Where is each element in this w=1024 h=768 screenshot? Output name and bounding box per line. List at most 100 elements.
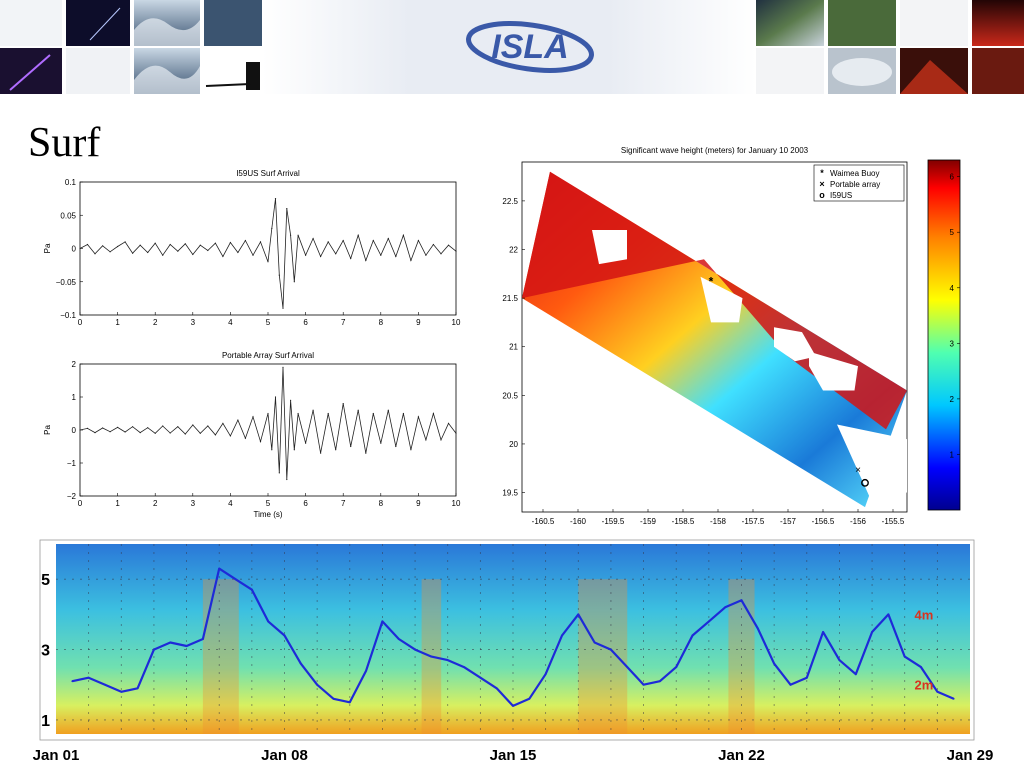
portable-data-point bbox=[252, 416, 254, 418]
i59us-data-point bbox=[440, 253, 442, 255]
i59us-data-point bbox=[274, 198, 277, 200]
colorbar-tick-label: 1 bbox=[950, 450, 955, 459]
legend-symbol: × bbox=[819, 179, 824, 189]
i59us-ylabel: Pa bbox=[43, 243, 52, 253]
i59us-data-point bbox=[282, 307, 284, 309]
portable-xtick-label: 5 bbox=[266, 499, 271, 508]
wave-height-data-point bbox=[283, 634, 286, 637]
portable-data-point bbox=[365, 452, 367, 454]
wave-height-data-point bbox=[903, 655, 906, 658]
i59us-xtick-label: 1 bbox=[115, 318, 120, 327]
i59us-data-point bbox=[244, 239, 246, 242]
wave-height-data-point bbox=[251, 588, 253, 591]
portable-data-point bbox=[312, 409, 314, 411]
i59us-data-point bbox=[162, 254, 164, 256]
portable-data-point bbox=[320, 452, 322, 454]
portable-data-point bbox=[169, 432, 171, 434]
spectro-xtick-label: Jan 22 bbox=[718, 747, 765, 764]
wave-height-data-point bbox=[724, 606, 727, 609]
spectro-xtick-label: Jan 29 bbox=[947, 747, 994, 764]
i59us-xtick-label: 4 bbox=[228, 318, 233, 327]
wave-height-data-point bbox=[577, 613, 580, 616]
wave-height-data-point bbox=[740, 599, 743, 602]
spectro-ytick-label: 5 bbox=[41, 572, 50, 589]
wave-height-data-point bbox=[659, 680, 661, 683]
map-ytick-label: 22.5 bbox=[502, 197, 518, 206]
portable-data-point bbox=[259, 441, 262, 443]
wave-height-data-point bbox=[773, 662, 775, 665]
i59us-data-point bbox=[207, 249, 209, 252]
portable-data-point bbox=[147, 427, 149, 429]
i59us-data-point bbox=[342, 239, 344, 242]
i59us-data-point bbox=[312, 237, 314, 240]
portable-ytick-label: 2 bbox=[72, 360, 77, 369]
wave-height-data-point bbox=[512, 705, 514, 707]
i59us-xtick-label: 3 bbox=[191, 318, 196, 327]
portable-xtick-label: 8 bbox=[379, 499, 384, 508]
wave-height-data-point bbox=[414, 648, 416, 651]
wave-height-data-point bbox=[136, 687, 139, 690]
wave-height-data-point bbox=[675, 666, 678, 668]
i59us-data-point bbox=[357, 234, 359, 236]
wave-height-data-point bbox=[348, 701, 351, 704]
spectro-xtick-label: Jan 01 bbox=[33, 747, 80, 764]
i59us-data-point bbox=[395, 255, 397, 258]
i59us-data-point bbox=[259, 241, 262, 243]
portable-data-point bbox=[290, 399, 292, 401]
wave-height-data-point bbox=[528, 697, 531, 700]
wave-height-data-point bbox=[756, 627, 759, 630]
wave-height-data-point bbox=[430, 655, 433, 658]
legend-label: I59US bbox=[830, 191, 852, 200]
i59us-data-point bbox=[184, 243, 186, 245]
i59us-data-point bbox=[222, 255, 224, 258]
colorbar-tick-label: 5 bbox=[950, 228, 955, 237]
i59us-data-point bbox=[417, 239, 419, 242]
colorbar-tick-label: 3 bbox=[950, 339, 955, 348]
i59us-data-point bbox=[94, 253, 96, 255]
portable-data-point bbox=[447, 422, 450, 424]
portable-data-point bbox=[286, 478, 288, 481]
wave-height-data-point bbox=[267, 620, 270, 623]
portable-data-point bbox=[305, 442, 307, 444]
i59us-data-point bbox=[86, 243, 89, 246]
legend-label: Portable array bbox=[830, 180, 880, 189]
map-xtick-label: -155.5 bbox=[882, 517, 905, 526]
wave-height-data-point bbox=[446, 659, 449, 661]
map-ytick-label: 21 bbox=[509, 343, 518, 352]
portable-data-point bbox=[154, 432, 156, 434]
wave-height-data-point bbox=[920, 666, 922, 668]
portable-data-point bbox=[102, 427, 104, 429]
spectro-background bbox=[56, 544, 970, 734]
portable-xlabel: Time (s) bbox=[253, 510, 282, 519]
portable-data-point bbox=[440, 439, 442, 441]
map-ytick-label: 20 bbox=[509, 440, 518, 449]
i59us-data-point bbox=[177, 250, 179, 252]
i59us-data-point bbox=[365, 259, 367, 262]
i59us-data-point bbox=[402, 234, 404, 236]
wave-height-data-point bbox=[332, 697, 335, 700]
i59us-data-point bbox=[380, 254, 382, 256]
wave-height-data-point bbox=[299, 662, 302, 665]
portable-data-point bbox=[192, 424, 194, 426]
wave-height-data-point bbox=[153, 648, 155, 651]
portable-data-point bbox=[274, 396, 277, 398]
portable-data-point bbox=[94, 432, 96, 434]
i59us-data-point bbox=[124, 241, 126, 243]
portable-data-point bbox=[271, 449, 273, 451]
isla-logo: ISLA bbox=[464, 14, 596, 78]
wave-height-data-point bbox=[838, 659, 841, 661]
map-ytick-label: 20.5 bbox=[502, 391, 518, 400]
portable-data-point bbox=[342, 403, 344, 405]
portable-data-point bbox=[207, 425, 209, 427]
wave-height-data-point bbox=[871, 631, 873, 633]
portable-data-point bbox=[335, 449, 337, 451]
map-xtick-label: -159.5 bbox=[602, 517, 625, 526]
portable-data-point bbox=[410, 449, 412, 451]
island-landmass bbox=[809, 351, 858, 391]
i59us-xtick-label: 0 bbox=[78, 318, 83, 327]
i59us-data-point bbox=[286, 208, 288, 210]
i59us-data-point bbox=[229, 241, 231, 244]
i59us-data-point bbox=[132, 252, 134, 254]
i59us-ytick-label: 0 bbox=[72, 245, 77, 254]
